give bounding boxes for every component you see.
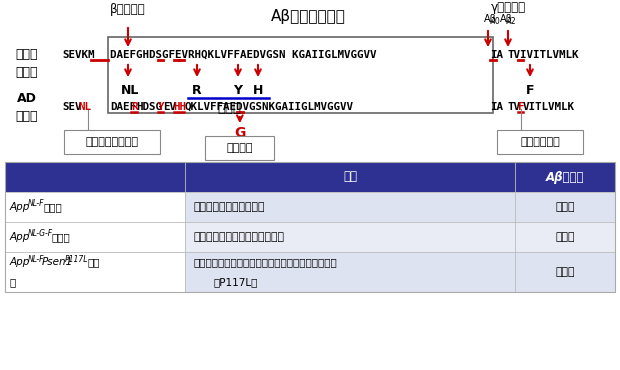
- Text: P117L: P117L: [65, 255, 89, 263]
- Bar: [5, 162, 615, 292]
- Text: Aβ: Aβ: [484, 14, 497, 24]
- Text: マウス: マウス: [51, 232, 69, 242]
- Text: NL-F: NL-F: [28, 255, 45, 263]
- Text: スウェーデン、北極、イベリア: スウェーデン、北極、イベリア: [193, 232, 284, 242]
- Text: 40: 40: [491, 17, 501, 27]
- Text: 野生型: 野生型: [556, 202, 575, 212]
- Text: F: F: [526, 84, 534, 97]
- Bar: [5, 162, 615, 192]
- Text: Y: Y: [234, 84, 242, 97]
- Bar: [5, 252, 185, 292]
- Text: マウス: マウス: [43, 202, 62, 212]
- Text: NL-F: NL-F: [28, 199, 45, 209]
- Text: 42: 42: [507, 17, 516, 27]
- Text: EV: EV: [163, 102, 176, 112]
- Text: Psen1: Psen1: [42, 257, 73, 267]
- Text: IA: IA: [490, 50, 503, 60]
- Bar: [5, 192, 185, 222]
- Text: Y: Y: [157, 102, 164, 112]
- Text: F: F: [518, 102, 524, 112]
- Text: TVIVITLVMLK: TVIVITLVMLK: [507, 50, 578, 60]
- Text: App: App: [10, 257, 30, 267]
- Text: HH: HH: [174, 102, 187, 112]
- Text: ヒト化: ヒト化: [217, 101, 241, 114]
- Text: β切断部位: β切断部位: [110, 3, 146, 16]
- Text: スウェーデン、イベリア、プレセニリン遺伝子変異: スウェーデン、イベリア、プレセニリン遺伝子変異: [193, 257, 337, 267]
- Text: 野生型
マウス: 野生型 マウス: [16, 47, 38, 78]
- Text: App: App: [10, 202, 30, 212]
- Text: G: G: [234, 126, 246, 140]
- Text: スウェーデン変異: スウェーデン変異: [86, 137, 138, 147]
- Text: スウェーデン、イベリア: スウェーデン、イベリア: [193, 202, 265, 212]
- Text: R: R: [192, 84, 202, 97]
- Text: 変異: 変異: [343, 171, 357, 184]
- Text: NL-G-F: NL-G-F: [28, 229, 53, 239]
- Text: TV: TV: [507, 102, 520, 112]
- Text: Aβペプチド配列: Aβペプチド配列: [270, 10, 345, 24]
- Text: マウ: マウ: [88, 257, 100, 267]
- FancyBboxPatch shape: [497, 130, 583, 154]
- Bar: [5, 192, 615, 222]
- Text: H: H: [253, 84, 263, 97]
- Text: AD
マウス: AD マウス: [16, 91, 38, 122]
- Bar: [5, 252, 615, 292]
- Text: γ切断部位: γ切断部位: [490, 1, 526, 14]
- Text: DAEF: DAEF: [110, 102, 136, 112]
- Text: NL: NL: [78, 102, 91, 112]
- FancyBboxPatch shape: [64, 130, 160, 154]
- Text: イベリア変異: イベリア変異: [520, 137, 560, 147]
- Text: Aβ: Aβ: [500, 14, 513, 24]
- Bar: [108, 37, 493, 113]
- Text: App: App: [10, 232, 30, 242]
- Text: NL: NL: [121, 84, 140, 97]
- Text: （P117L）: （P117L）: [213, 277, 257, 287]
- Text: SEVKM: SEVKM: [62, 50, 94, 60]
- Text: IA: IA: [490, 102, 503, 112]
- Bar: [5, 222, 185, 252]
- Bar: [5, 222, 615, 252]
- Text: R: R: [131, 102, 138, 112]
- Text: 北極変異: 北極変異: [226, 143, 253, 153]
- Text: HDSG: HDSG: [136, 102, 162, 112]
- Text: DAEFGHDSGFEVRHQKLVFFAEDVGSN KGAIIGLMVGGVV: DAEFGHDSGFEVRHQKLVFFAEDVGSN KGAIIGLMVGGV…: [110, 50, 376, 60]
- Text: ス: ス: [10, 277, 16, 287]
- Text: SEV: SEV: [62, 102, 81, 112]
- Text: VITLVMLK: VITLVMLK: [523, 102, 575, 112]
- Text: QKLVFFAEDVGSNKGAIIGLMVGGVV: QKLVFFAEDVGSNKGAIIGLMVGGVV: [184, 102, 353, 112]
- Text: 野生型: 野生型: [556, 267, 575, 277]
- Text: 変異型: 変異型: [556, 232, 575, 242]
- Text: Aβの配列: Aβの配列: [546, 171, 584, 184]
- FancyBboxPatch shape: [205, 136, 275, 160]
